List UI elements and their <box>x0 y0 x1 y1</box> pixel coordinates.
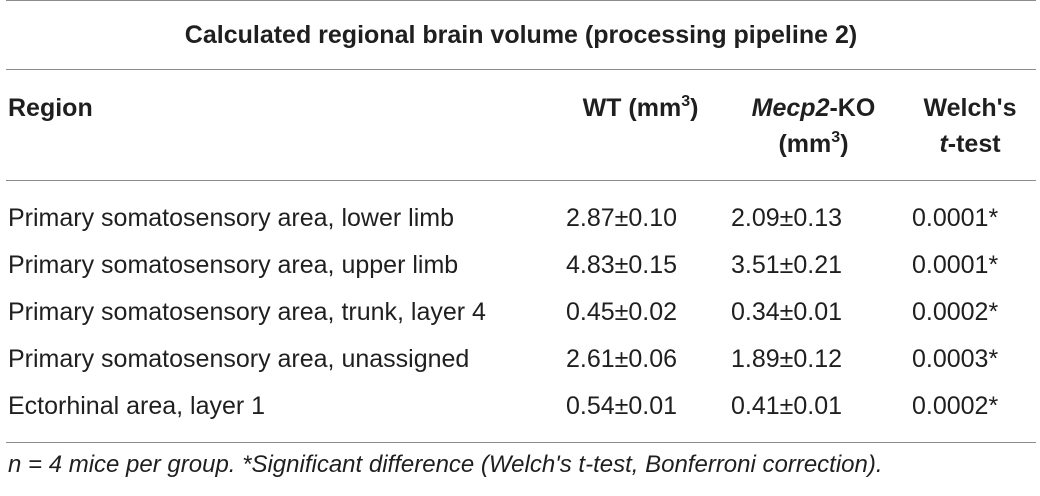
table-row: Primary somatosensory area, upper limb 4.… <box>6 242 1036 289</box>
wt-value-cell: 0.54±0.01 <box>566 392 678 420</box>
table-title: Calculated regional brain volume (proces… <box>184 20 858 49</box>
header-rule <box>6 180 1036 181</box>
wt-value-cell: 2.87±0.10 <box>566 204 678 232</box>
wt-value-cell: 4.83±0.15 <box>566 251 678 279</box>
title-rule <box>6 69 1036 70</box>
ko-value-cell: 2.09±0.13 <box>731 204 843 232</box>
footnote: n = 4 mice per group. *Significant diffe… <box>8 451 883 478</box>
table-body: Primary somatosensory area, lower limb 2.… <box>6 181 1036 442</box>
header-wt-close: ) <box>690 94 699 122</box>
wt-value-cell: 2.61±0.06 <box>566 345 678 373</box>
header-ko-suffix: -KO <box>829 94 876 122</box>
region-cell: Primary somatosensory area, unassigned <box>8 345 470 373</box>
top-rule <box>6 0 1036 1</box>
header-welch: Welch's t-test <box>904 90 1036 162</box>
header-wt-text: WT (mm <box>582 94 682 122</box>
region-cell: Primary somatosensory area, upper limb <box>8 251 459 279</box>
p-value-cell: 0.0002* <box>912 298 999 326</box>
bottom-rule <box>6 442 1036 443</box>
header-ko-line2: (mm3) <box>723 126 904 162</box>
header-region: Region <box>8 94 93 122</box>
ko-value-cell: 3.51±0.21 <box>731 251 843 279</box>
header-welch-t: t <box>939 130 948 158</box>
table-row: Ectorhinal area, layer 1 0.54±0.01 0.41±0.… <box>6 383 1036 430</box>
table-row: Primary somatosensory area, trunk, layer… <box>6 289 1036 336</box>
data-table: Region WT (mm3) Mecp2-KO (mm3) Welch's t… <box>6 70 1036 443</box>
region-cell: Primary somatosensory area, lower limb <box>8 204 454 232</box>
region-cell: Primary somatosensory area, trunk, layer… <box>8 298 486 326</box>
ko-value-cell: 0.41±0.01 <box>731 392 843 420</box>
p-value-cell: 0.0002* <box>912 392 999 420</box>
header-ko-line1: Mecp2-KO <box>723 90 904 126</box>
p-value-cell: 0.0001* <box>912 251 999 279</box>
header-welch-test: -test <box>947 130 1001 158</box>
table-row: Primary somatosensory area, lower limb 2.… <box>6 195 1036 242</box>
header-welch-line1: Welch's <box>923 94 1017 122</box>
header-ko-close: ) <box>840 130 849 158</box>
header-ko: Mecp2-KO (mm3) <box>723 90 904 162</box>
header-wt-sup: 3 <box>681 93 691 110</box>
p-value-cell: 0.0001* <box>912 204 999 232</box>
ko-value-cell: 0.34±0.01 <box>731 298 843 326</box>
header-welch-line2: t-test <box>904 126 1036 162</box>
ko-value-cell: 1.89±0.12 <box>731 345 843 373</box>
p-value-cell: 0.0003* <box>912 345 999 373</box>
region-cell: Ectorhinal area, layer 1 <box>8 392 266 420</box>
wt-value-cell: 0.45±0.02 <box>566 298 678 326</box>
header-ko-unit: (mm <box>778 130 832 158</box>
header-ko-gene: Mecp2 <box>751 94 830 122</box>
header-ko-sup: 3 <box>831 129 841 146</box>
table-row: Primary somatosensory area, unassigned 2.… <box>6 336 1036 383</box>
header-wt: WT (mm3) <box>558 90 723 126</box>
header-row: Region WT (mm3) Mecp2-KO (mm3) Welch's t… <box>6 70 1036 180</box>
